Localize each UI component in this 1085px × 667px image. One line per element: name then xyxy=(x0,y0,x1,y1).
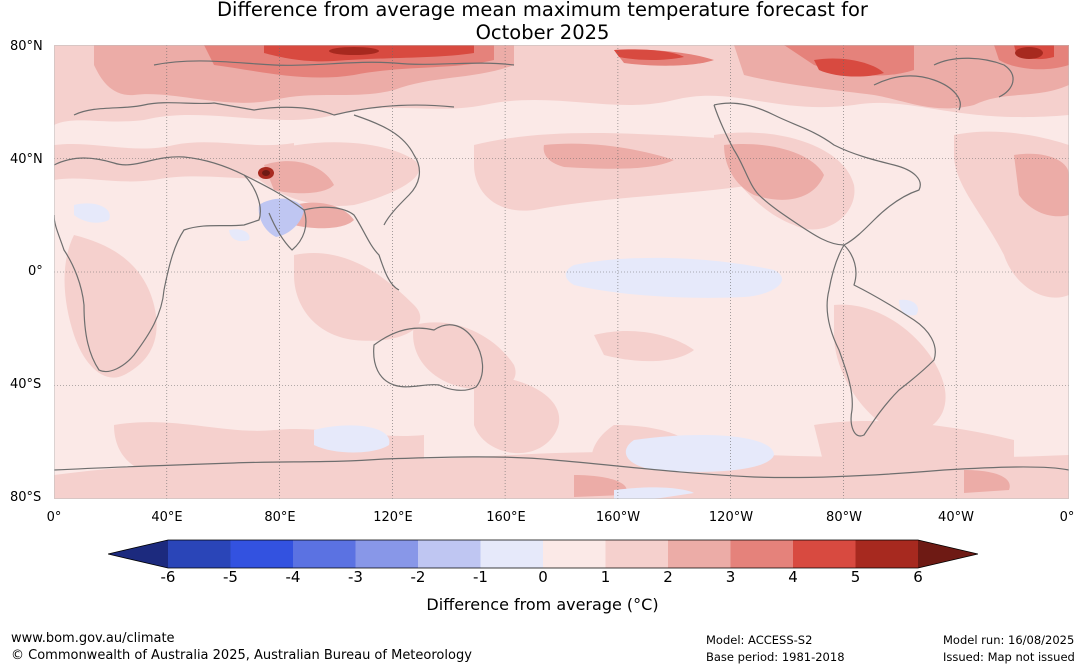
footer-base-period: Base period: 1981-2018 xyxy=(706,650,845,664)
lon-label-80w: 80°W xyxy=(826,510,862,525)
colorbar-tick-label: -2 xyxy=(410,568,426,586)
colorbar-tick-label: -5 xyxy=(223,568,238,586)
lat-label-80s: 80°S xyxy=(10,490,42,505)
colorbar-bin xyxy=(418,540,481,568)
colorbar-bin xyxy=(730,540,794,568)
lat-label-0: 0° xyxy=(28,264,43,279)
anomaly-minus1-to-minus2-regions xyxy=(258,198,304,237)
colorbar-bin xyxy=(293,540,356,568)
colorbar-arrow-low xyxy=(108,540,168,568)
lon-label-120w: 120°W xyxy=(708,510,754,525)
lon-label-40e: 40°E xyxy=(151,510,183,525)
anomaly-1-2-regions xyxy=(54,45,1069,499)
colorbar-bin xyxy=(480,540,544,568)
map-frame xyxy=(54,45,1069,499)
lon-label-80e: 80°E xyxy=(264,510,296,525)
forecast-map xyxy=(54,45,1069,499)
colorbar-tick-label: 0 xyxy=(538,568,548,586)
colorbar-bin xyxy=(855,540,919,568)
lat-label-40n: 40°N xyxy=(10,152,43,167)
colorbar-bin xyxy=(355,540,419,568)
coastlines xyxy=(54,57,1069,479)
colorbar xyxy=(107,539,979,569)
colorbar-tick-label: 1 xyxy=(600,568,611,586)
lon-label-160e: 160°E xyxy=(486,510,526,525)
lon-label-120e: 120°E xyxy=(373,510,413,525)
colorbar-tick-label: -6 xyxy=(160,568,176,586)
colorbar-tick-label: -1 xyxy=(473,568,488,586)
footer-model-run: Model run: 16/08/2025 xyxy=(943,633,1075,647)
colorbar-arrow-high xyxy=(918,540,978,568)
lon-label-160w: 160°W xyxy=(595,510,641,525)
forecast-map-svg xyxy=(54,45,1069,499)
colorbar-tick-label: 5 xyxy=(850,568,861,586)
lon-label-0-right: 0° xyxy=(1059,510,1075,525)
colorbar-bin xyxy=(543,540,606,568)
anomaly-0-to-minus1-regions xyxy=(74,203,919,499)
lat-label-40s: 40°S xyxy=(10,377,42,392)
footer-model: Model: ACCESS-S2 xyxy=(706,633,813,647)
colorbar-bin xyxy=(230,540,294,568)
colorbar-bin xyxy=(793,540,856,568)
colorbar-tick-label: 3 xyxy=(725,568,736,586)
colorbar-tick-label: 6 xyxy=(913,568,923,586)
colorbar-tick-label: 2 xyxy=(663,568,673,586)
colorbar-bin xyxy=(168,540,231,568)
colorbar-tick-label: -4 xyxy=(285,568,301,586)
colorbar-tick-label: -3 xyxy=(348,568,363,586)
colorbar-title: Difference from average (°C) xyxy=(426,595,659,614)
footer-issued: Issued: Map not issued xyxy=(943,650,1075,664)
lon-label-40w: 40°W xyxy=(938,510,974,525)
map-title: Difference from average mean maximum tem… xyxy=(0,0,1085,44)
footer-copyright: © Commonwealth of Australia 2025, Austra… xyxy=(11,648,472,663)
title-line-2: October 2025 xyxy=(475,21,610,44)
footer-website: www.bom.gov.au/climate xyxy=(11,631,175,646)
lon-label-0-left: 0° xyxy=(46,510,62,525)
anomaly-above-6-spot xyxy=(262,170,270,176)
anomaly-5-6-regions xyxy=(258,47,1043,179)
colorbar-bin xyxy=(605,540,669,568)
colorbar-svg xyxy=(107,539,979,569)
lat-label-80n: 80°N xyxy=(10,39,43,54)
title-line-1: Difference from average mean maximum tem… xyxy=(217,0,868,21)
graticule xyxy=(54,45,1069,499)
colorbar-bin xyxy=(668,540,731,568)
colorbar-tick-label: 4 xyxy=(788,568,798,586)
